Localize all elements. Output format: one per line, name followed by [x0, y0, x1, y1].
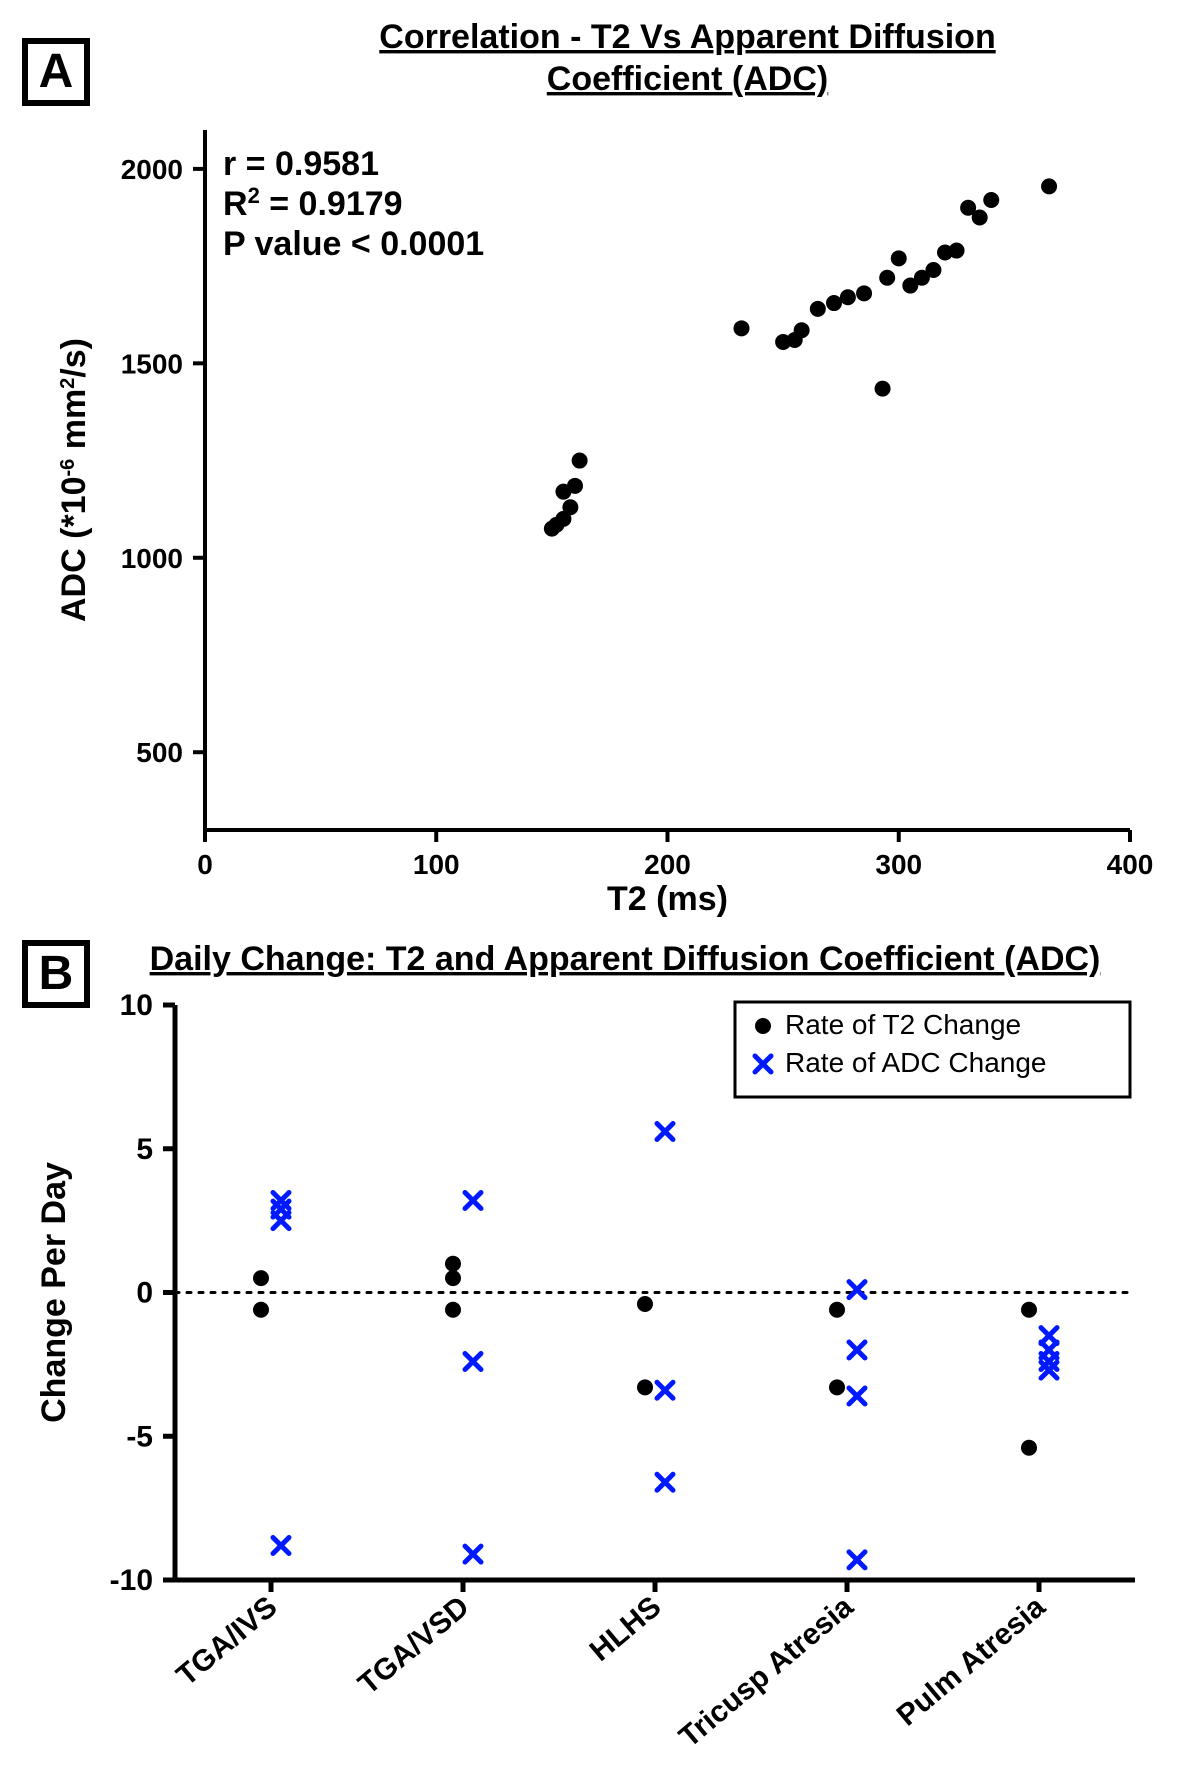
figure-svg: Correlation - T2 Vs Apparent Diffusion Co…: [0, 0, 1200, 1781]
panel-b-category-label: TGA/VSD: [352, 1590, 475, 1701]
svg-text:400: 400: [1107, 849, 1154, 880]
panel-b-title: Daily Change: T2 and Apparent Diffusion …: [150, 940, 1101, 978]
svg-text:1500: 1500: [121, 348, 183, 379]
figure-page: A B Correlation - T2 Vs Apparent Diffusi…: [0, 0, 1200, 1781]
panel-a-points: [544, 178, 1057, 536]
svg-text:-10: -10: [110, 1564, 153, 1597]
svg-text:100: 100: [413, 849, 460, 880]
panel-a-title-line1: Correlation - T2 Vs Apparent Diffusion: [379, 18, 995, 56]
panel-b-category-label: HLHS: [584, 1590, 668, 1668]
svg-text:200: 200: [644, 849, 691, 880]
panel-a-ylabel: ADC (*10-6 mm2/s): [55, 338, 93, 622]
panel-a-stat-r2: R2 = 0.9179: [223, 183, 403, 224]
panel-b-series-1: [273, 1124, 1057, 1568]
svg-text:5: 5: [136, 1133, 153, 1166]
panel-b-ylabel: Change Per Day: [35, 1162, 73, 1423]
panel-a-stat-p: P value < 0.0001: [223, 225, 484, 263]
panel-b-category-label: Pulm Atresia: [891, 1590, 1052, 1733]
svg-text:2000: 2000: [121, 154, 183, 185]
svg-text:10: 10: [120, 989, 153, 1022]
legend-label: Rate of ADC Change: [785, 1047, 1047, 1078]
panel-a-xlabel: T2 (ms): [607, 880, 728, 918]
panel-b-series-0: [253, 1256, 1037, 1456]
panel-a-stat-r: r = 0.9581: [223, 145, 379, 183]
legend-label: Rate of T2 Change: [785, 1009, 1021, 1040]
panel-b-category-label: TGA/IVS: [170, 1590, 283, 1692]
svg-text:-5: -5: [126, 1420, 153, 1453]
svg-text:1000: 1000: [121, 543, 183, 574]
svg-text:300: 300: [875, 849, 922, 880]
svg-text:0: 0: [197, 849, 213, 880]
legend-marker-circle: [755, 1018, 771, 1034]
panel-b-category-label: Tricusp Atresia: [673, 1590, 860, 1754]
svg-text:0: 0: [136, 1277, 153, 1310]
svg-text:500: 500: [136, 737, 183, 768]
panel-a-title-line2: Coefficient (ADC): [547, 60, 828, 98]
